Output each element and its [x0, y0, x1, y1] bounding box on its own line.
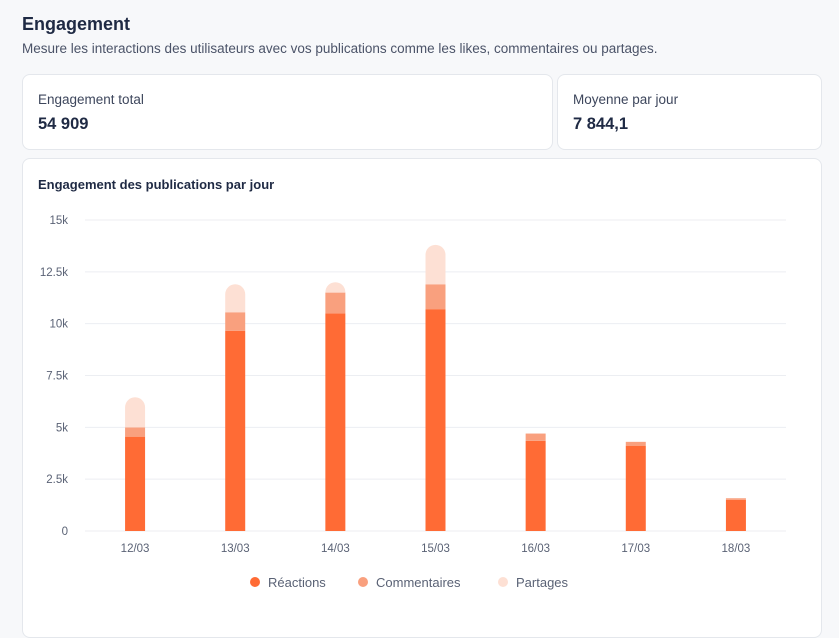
y-tick-label: 10k	[49, 319, 68, 331]
bar-segment-shares	[225, 284, 246, 313]
bar-segment-comments	[625, 441, 646, 446]
legend-label: Commentaires	[376, 575, 461, 590]
bar-segment-reactions	[525, 440, 546, 531]
bar-segment-comments	[425, 284, 446, 310]
bar-segment-reactions	[725, 499, 746, 531]
x-tick-label: 13/03	[221, 543, 250, 555]
y-tick-label: 2.5k	[46, 474, 68, 486]
legend-swatch	[250, 577, 260, 587]
page-title: Engagement	[22, 14, 131, 34]
y-tick-label: 0	[62, 526, 68, 538]
bar-segment-comments	[125, 427, 146, 437]
x-tick-label: 18/03	[722, 543, 751, 555]
bar-segment-shares	[425, 244, 446, 285]
x-tick-label: 15/03	[421, 543, 450, 555]
bar-segment-shares	[325, 282, 346, 293]
bar-segment-comments	[325, 292, 346, 314]
bar-segment-comments	[225, 312, 246, 331]
chart-card: Engagement des publications par jour	[22, 158, 822, 638]
stat-value-average: 7 844,1	[573, 115, 629, 133]
bar-segment-reactions	[225, 330, 246, 531]
chart-title: Engagement des publications par jour	[38, 177, 275, 192]
x-tick-label: 16/03	[521, 543, 550, 555]
y-tick-label: 15k	[49, 215, 68, 227]
x-tick-label: 17/03	[621, 543, 650, 555]
engagement-chart: 0 2.5k 5k 7.5k 10k 12.5k 15k 12/03 13/03 14/03 15/…	[40, 215, 786, 590]
bar-segment-reactions	[425, 309, 446, 531]
bar-segment-reactions	[125, 436, 146, 531]
bar-segment-shares	[125, 397, 146, 428]
bar-segment-comments	[525, 433, 546, 441]
stat-label-total: Engagement total	[38, 92, 144, 107]
x-tick-label: 12/03	[121, 543, 150, 555]
legend-label: Partages	[516, 575, 569, 590]
stat-card-average: Moyenne par jour 7 844,1	[557, 74, 822, 150]
stat-label-average: Moyenne par jour	[573, 92, 679, 107]
y-tick-label: 7.5k	[46, 371, 68, 383]
bar-segment-comments	[725, 498, 746, 500]
bar-segment-reactions	[325, 313, 346, 531]
page-subtitle: Mesure les interactions des utilisateurs…	[22, 41, 658, 56]
stat-card-total: Engagement total 54 909	[22, 74, 553, 150]
y-tick-label: 12.5k	[40, 267, 68, 279]
bar-segment-reactions	[625, 445, 646, 531]
y-tick-label: 5k	[56, 422, 68, 434]
legend-swatch	[358, 577, 368, 587]
legend-swatch	[498, 577, 508, 587]
legend-label: Réactions	[268, 575, 326, 590]
x-tick-label: 14/03	[321, 543, 350, 555]
stat-value-total: 54 909	[38, 115, 89, 133]
